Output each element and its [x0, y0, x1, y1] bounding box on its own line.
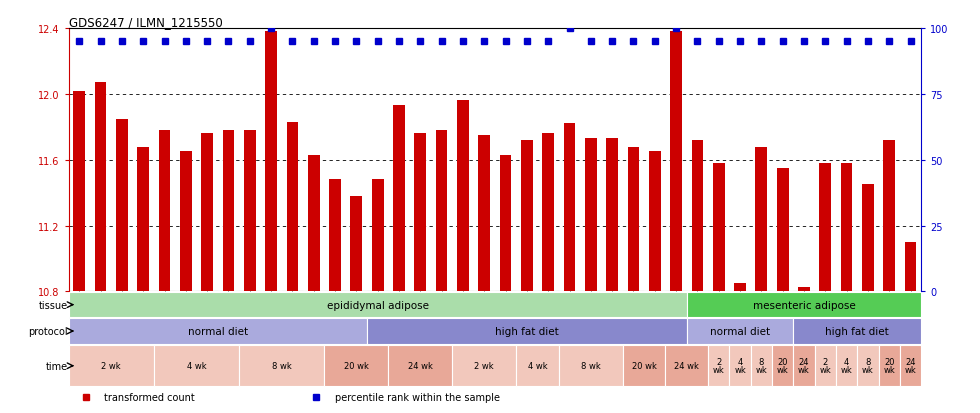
Bar — [623, 345, 665, 387]
Bar — [708, 345, 729, 387]
Bar — [734, 284, 746, 292]
Bar — [883, 141, 895, 292]
Bar — [159, 131, 171, 292]
Bar — [116, 119, 127, 292]
Bar — [516, 345, 559, 387]
Bar — [266, 32, 277, 292]
Text: 4 wk: 4 wk — [527, 361, 548, 370]
Text: tissue: tissue — [38, 300, 68, 310]
Bar — [74, 91, 85, 292]
Bar — [692, 141, 704, 292]
Bar — [607, 139, 618, 292]
Text: 2 wk: 2 wk — [474, 361, 494, 370]
Bar — [627, 147, 639, 292]
Text: percentile rank within the sample: percentile rank within the sample — [334, 392, 500, 402]
Bar — [478, 136, 490, 292]
Bar — [862, 185, 874, 292]
Text: 24
wk: 24 wk — [798, 357, 809, 375]
Bar — [819, 164, 831, 292]
Text: 24
wk: 24 wk — [905, 357, 916, 375]
Bar — [670, 32, 682, 292]
Text: GDS6247 / ILMN_1215550: GDS6247 / ILMN_1215550 — [69, 16, 222, 29]
Bar — [388, 345, 452, 387]
Bar — [585, 139, 597, 292]
Bar — [712, 164, 724, 292]
Text: epididymal adipose: epididymal adipose — [326, 300, 428, 310]
Bar — [521, 141, 533, 292]
Bar — [772, 345, 794, 387]
Bar — [878, 345, 900, 387]
Bar — [371, 180, 383, 292]
Bar — [95, 83, 107, 292]
Text: 20
wk: 20 wk — [883, 357, 895, 375]
Text: 8
wk: 8 wk — [756, 357, 767, 375]
Bar — [201, 134, 213, 292]
Bar — [841, 164, 853, 292]
Text: 20 wk: 20 wk — [344, 361, 368, 370]
Text: 2 wk: 2 wk — [101, 361, 122, 370]
Bar — [69, 318, 367, 344]
Bar — [777, 169, 789, 292]
Text: protocol: protocol — [27, 326, 68, 336]
Bar — [222, 131, 234, 292]
Bar — [452, 345, 516, 387]
Bar — [905, 242, 916, 292]
Bar — [180, 152, 192, 292]
Text: 4
wk: 4 wk — [841, 357, 853, 375]
Text: time: time — [45, 361, 68, 371]
Bar — [665, 345, 708, 387]
Text: normal diet: normal diet — [188, 326, 248, 336]
Bar — [436, 131, 448, 292]
Bar — [798, 287, 809, 292]
Bar — [858, 345, 879, 387]
Bar — [244, 131, 256, 292]
Bar — [154, 345, 239, 387]
Bar — [324, 345, 388, 387]
Text: 20
wk: 20 wk — [777, 357, 789, 375]
Text: 24 wk: 24 wk — [674, 361, 699, 370]
Bar — [69, 292, 687, 318]
Bar — [415, 134, 426, 292]
Bar — [351, 197, 363, 292]
Bar — [308, 155, 319, 292]
Bar — [756, 147, 767, 292]
Text: transformed count: transformed count — [105, 392, 195, 402]
Bar — [500, 155, 512, 292]
Bar — [649, 152, 661, 292]
Bar — [687, 292, 921, 318]
Text: 24 wk: 24 wk — [408, 361, 433, 370]
Text: 4
wk: 4 wk — [734, 357, 746, 375]
Bar — [69, 345, 154, 387]
Text: high fat diet: high fat diet — [495, 326, 559, 336]
Text: high fat diet: high fat diet — [825, 326, 889, 336]
Bar — [687, 318, 794, 344]
Bar — [393, 106, 405, 292]
Text: 20 wk: 20 wk — [632, 361, 657, 370]
Bar — [286, 123, 298, 292]
Text: 4 wk: 4 wk — [186, 361, 207, 370]
Text: 2
wk: 2 wk — [712, 357, 724, 375]
Bar — [559, 345, 623, 387]
Bar — [137, 147, 149, 292]
Bar — [729, 345, 751, 387]
Text: 8
wk: 8 wk — [862, 357, 874, 375]
Bar — [239, 345, 324, 387]
Bar — [367, 318, 687, 344]
Bar — [751, 345, 772, 387]
Text: normal diet: normal diet — [710, 326, 770, 336]
Text: 8 wk: 8 wk — [581, 361, 601, 370]
Bar — [457, 101, 468, 292]
Bar — [564, 124, 575, 292]
Bar — [814, 345, 836, 387]
Bar — [900, 345, 921, 387]
Bar — [542, 134, 554, 292]
Text: 2
wk: 2 wk — [819, 357, 831, 375]
Bar — [794, 318, 921, 344]
Bar — [836, 345, 858, 387]
Bar — [794, 345, 814, 387]
Bar — [329, 180, 341, 292]
Text: mesenteric adipose: mesenteric adipose — [753, 300, 856, 310]
Text: 8 wk: 8 wk — [271, 361, 292, 370]
